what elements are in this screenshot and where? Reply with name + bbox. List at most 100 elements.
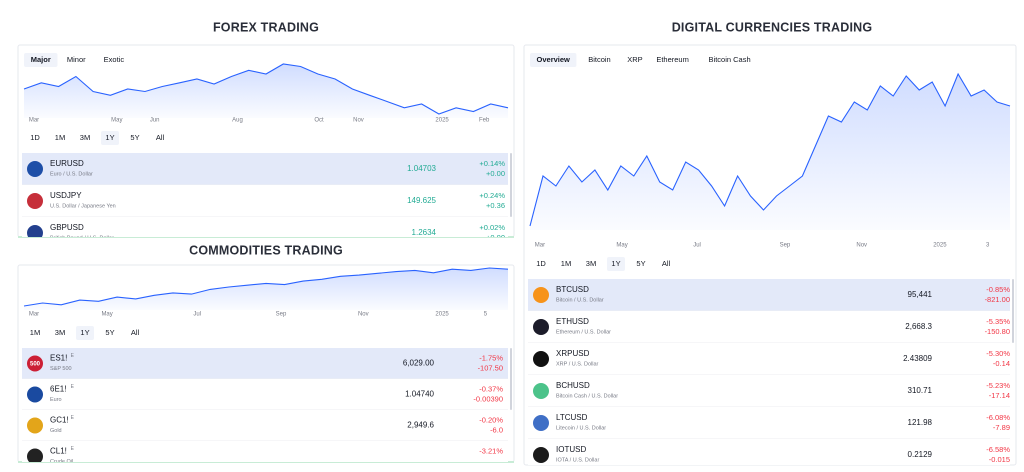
range-button[interactable]: 3M — [55, 328, 65, 337]
tab[interactable]: Bitcoin Cash — [709, 55, 751, 64]
tab[interactable]: Ethereum — [656, 55, 689, 64]
range-active-bg — [76, 326, 94, 340]
tab[interactable]: Overview — [537, 55, 571, 64]
tab[interactable]: Minor — [67, 55, 86, 64]
row[interactable] — [528, 407, 1010, 439]
range-button[interactable]: 5Y — [130, 133, 139, 142]
row[interactable] — [528, 311, 1010, 343]
section-title: DIGITAL CURRENCIES TRADING — [672, 20, 873, 34]
row-symbol: ETHUSD — [556, 317, 589, 326]
row-icon — [27, 386, 43, 403]
row[interactable] — [528, 375, 1010, 407]
row-change-pct: -5.30% — [986, 349, 1010, 358]
row[interactable] — [22, 441, 508, 472]
panel-content: Mar May Jul Sep Nov 2025 5 1M 3M 1Y 5Y All 500 ES1! E S… — [22, 267, 512, 472]
scrollbar — [1012, 279, 1014, 343]
range-button[interactable]: 1M — [55, 133, 65, 142]
row-change: -150.80 — [985, 327, 1010, 336]
row-symbol: GBPUSD — [50, 223, 84, 232]
row[interactable] — [22, 348, 508, 379]
axis-label: Jul — [693, 243, 701, 249]
row[interactable] — [528, 439, 1010, 471]
range-button[interactable]: 3M — [80, 133, 90, 142]
row-change: -0.14 — [993, 359, 1010, 368]
tab-active-bg — [24, 53, 58, 67]
range-button[interactable]: 1Y — [80, 328, 89, 337]
row[interactable] — [22, 379, 508, 410]
range-button[interactable]: 1Y — [611, 259, 620, 268]
row-change-pct: +0.02% — [479, 223, 505, 232]
tab[interactable]: Exotic — [104, 55, 125, 64]
axis-label: 2025 — [435, 118, 449, 124]
row[interactable] — [22, 217, 508, 249]
row-symbol: BTCUSD — [556, 285, 589, 294]
range-button[interactable]: 5Y — [636, 259, 645, 268]
row-change: +0.00 — [486, 169, 505, 178]
row[interactable] — [22, 410, 508, 441]
row-name: S&P 500 — [50, 366, 72, 372]
axis-label: Sep — [276, 312, 287, 318]
row-change-pct: +0.24% — [479, 191, 505, 200]
row-price: 2,949.6 — [407, 421, 434, 430]
range-button[interactable]: 1Y — [105, 133, 114, 142]
row-change-pct: -6.08% — [986, 413, 1010, 422]
row-change: -107.50 — [478, 363, 503, 372]
range-button[interactable]: All — [156, 133, 165, 142]
row-price: 310.71 — [908, 386, 933, 395]
row-change-pct: -6.58% — [986, 445, 1010, 454]
row-price: 2,668.3 — [905, 322, 932, 331]
row-name: U.S. Dollar / Japanese Yen — [50, 203, 116, 209]
row-change: -0.015 — [989, 455, 1010, 464]
row-price: 6,029.00 — [403, 359, 435, 368]
range-button[interactable]: 1D — [30, 133, 40, 142]
row-icon — [27, 193, 43, 209]
range-button[interactable]: All — [662, 259, 671, 268]
range-button[interactable]: 1M — [561, 259, 571, 268]
row-name: Bitcoin Cash / U.S. Dollar — [556, 393, 618, 399]
axis-label: 2025 — [933, 243, 947, 249]
row-symbol: 6E1! — [50, 385, 66, 394]
row-name: Ethereum / U.S. Dollar — [556, 329, 611, 335]
row[interactable] — [528, 343, 1010, 375]
row-icon — [533, 383, 549, 399]
range-button[interactable]: 5Y — [105, 328, 114, 337]
row-change: -6.0 — [490, 425, 503, 434]
row-icon — [27, 417, 43, 434]
row-change-pct: -0.85% — [986, 285, 1010, 294]
icon-label: 500 — [30, 362, 41, 368]
axis-label: Aug — [232, 118, 243, 124]
range-button[interactable]: 1D — [536, 259, 546, 268]
row[interactable] — [22, 185, 508, 217]
row[interactable] — [528, 279, 1010, 311]
chart-area — [530, 74, 1010, 230]
axis-label: Mar — [29, 312, 39, 318]
row-symbol: ES1! — [50, 354, 67, 363]
row-symbol: GC1! — [50, 416, 69, 425]
row-name: Bitcoin / U.S. Dollar — [556, 297, 604, 303]
scrollbar — [510, 153, 512, 217]
row-change: -17.14 — [989, 391, 1010, 400]
row-symbol: XRPUSD — [556, 349, 590, 358]
row-flag: E — [71, 384, 75, 390]
tab-active-bg — [530, 53, 577, 67]
axis-label: Jun — [150, 118, 160, 124]
tab[interactable]: Major — [31, 55, 51, 64]
tab[interactable]: Bitcoin — [588, 55, 611, 64]
row-change-pct: -5.23% — [986, 381, 1010, 390]
axis-label: Mar — [535, 243, 545, 249]
row-price: 1.2634 — [412, 228, 437, 237]
range-button[interactable]: All — [131, 328, 140, 337]
row-change: -7.89 — [993, 423, 1010, 432]
chart-line — [529, 72, 1011, 227]
tab[interactable]: XRP — [627, 55, 642, 64]
row-change: +0.36 — [486, 201, 505, 210]
row[interactable] — [22, 153, 508, 185]
row-change: +0.00 — [486, 233, 505, 242]
chart-area — [24, 64, 508, 118]
range-button[interactable]: 1M — [30, 328, 40, 337]
range-button[interactable]: 3M — [586, 259, 596, 268]
row-icon — [533, 287, 549, 303]
row-flag: E — [71, 353, 75, 359]
axis-label: 2025 — [435, 312, 449, 318]
